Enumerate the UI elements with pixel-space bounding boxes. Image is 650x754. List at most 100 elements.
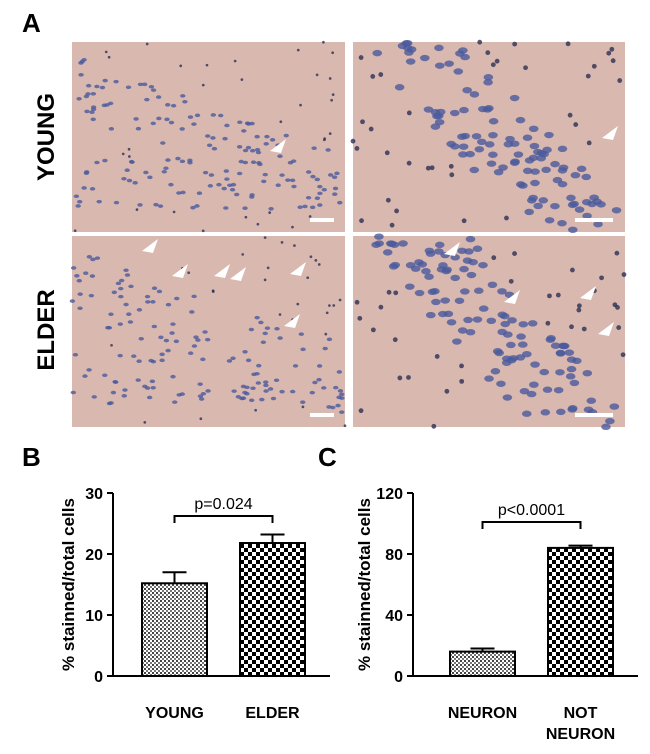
cell	[187, 158, 193, 163]
cell	[486, 317, 497, 325]
cell	[378, 72, 384, 77]
cell	[193, 335, 199, 339]
cell	[516, 333, 526, 340]
cell	[417, 261, 428, 268]
cell	[240, 78, 244, 81]
cell	[143, 420, 147, 424]
cell	[242, 160, 249, 165]
cell	[331, 175, 338, 179]
cell	[164, 117, 170, 122]
cell	[187, 115, 194, 119]
cell	[206, 143, 213, 148]
cell	[545, 320, 551, 326]
cell	[515, 181, 526, 188]
cell	[435, 108, 446, 116]
cell	[90, 257, 96, 262]
cell	[264, 134, 270, 139]
cell	[384, 150, 390, 156]
cell	[135, 378, 141, 382]
cell	[544, 217, 555, 224]
cell	[82, 374, 88, 378]
cell	[108, 312, 114, 317]
cell	[491, 255, 497, 261]
cell	[337, 389, 344, 393]
cell	[332, 186, 339, 191]
cell	[487, 281, 498, 289]
cell	[552, 176, 563, 184]
cell	[136, 359, 142, 364]
cell	[118, 278, 125, 283]
cell	[157, 204, 164, 208]
cell	[69, 299, 76, 303]
arrow	[284, 314, 300, 328]
cell	[496, 380, 506, 387]
cell	[117, 353, 123, 358]
cell	[263, 389, 269, 393]
cell	[128, 159, 135, 164]
cell	[108, 127, 115, 131]
cell	[500, 320, 511, 328]
cell	[124, 273, 131, 277]
cell	[302, 204, 308, 209]
cell	[290, 159, 297, 163]
cell	[263, 383, 269, 388]
cell	[354, 299, 360, 305]
cell	[389, 222, 395, 228]
cell	[328, 304, 331, 307]
cell	[374, 233, 384, 240]
cell	[394, 208, 399, 214]
cell	[593, 221, 603, 228]
cell	[530, 168, 540, 175]
cell	[557, 145, 568, 153]
cell	[321, 386, 327, 390]
bar	[449, 650, 516, 677]
cell	[488, 118, 499, 125]
cell	[205, 389, 211, 393]
cell	[334, 171, 340, 176]
cell	[117, 322, 123, 326]
cell	[236, 145, 243, 149]
row-label: ELDER	[33, 289, 60, 370]
cell	[279, 120, 283, 124]
cell	[267, 387, 274, 391]
cell	[289, 389, 296, 394]
x-tick-label: NEURON	[448, 705, 517, 722]
cell	[609, 403, 620, 410]
cell	[191, 344, 198, 348]
cell	[168, 120, 175, 125]
cell	[444, 388, 450, 394]
cell	[131, 354, 137, 358]
cell	[127, 320, 134, 324]
cell	[84, 109, 90, 114]
cell	[127, 147, 131, 151]
cell	[350, 138, 356, 144]
cell	[490, 368, 501, 375]
cell	[125, 85, 132, 90]
cell	[292, 364, 299, 368]
cell	[229, 187, 236, 192]
cell	[77, 199, 83, 204]
cell	[73, 194, 80, 199]
cell	[224, 123, 230, 128]
cell	[599, 275, 604, 281]
cell	[448, 163, 454, 169]
cell	[457, 133, 467, 140]
cell	[494, 58, 500, 64]
cell	[569, 324, 574, 330]
cell	[268, 206, 274, 211]
cell	[523, 65, 528, 71]
cell	[170, 322, 176, 326]
scale-bar	[575, 218, 613, 222]
x-tick-label: YOUNG	[145, 705, 204, 722]
cell	[230, 356, 236, 361]
cell	[512, 41, 518, 47]
arrow	[504, 290, 520, 304]
cell	[606, 50, 612, 56]
cell	[306, 276, 310, 280]
cell	[90, 92, 97, 96]
cell	[458, 151, 468, 158]
cell	[266, 266, 270, 270]
cell	[385, 197, 391, 203]
y-tick-label: 30	[85, 486, 103, 503]
